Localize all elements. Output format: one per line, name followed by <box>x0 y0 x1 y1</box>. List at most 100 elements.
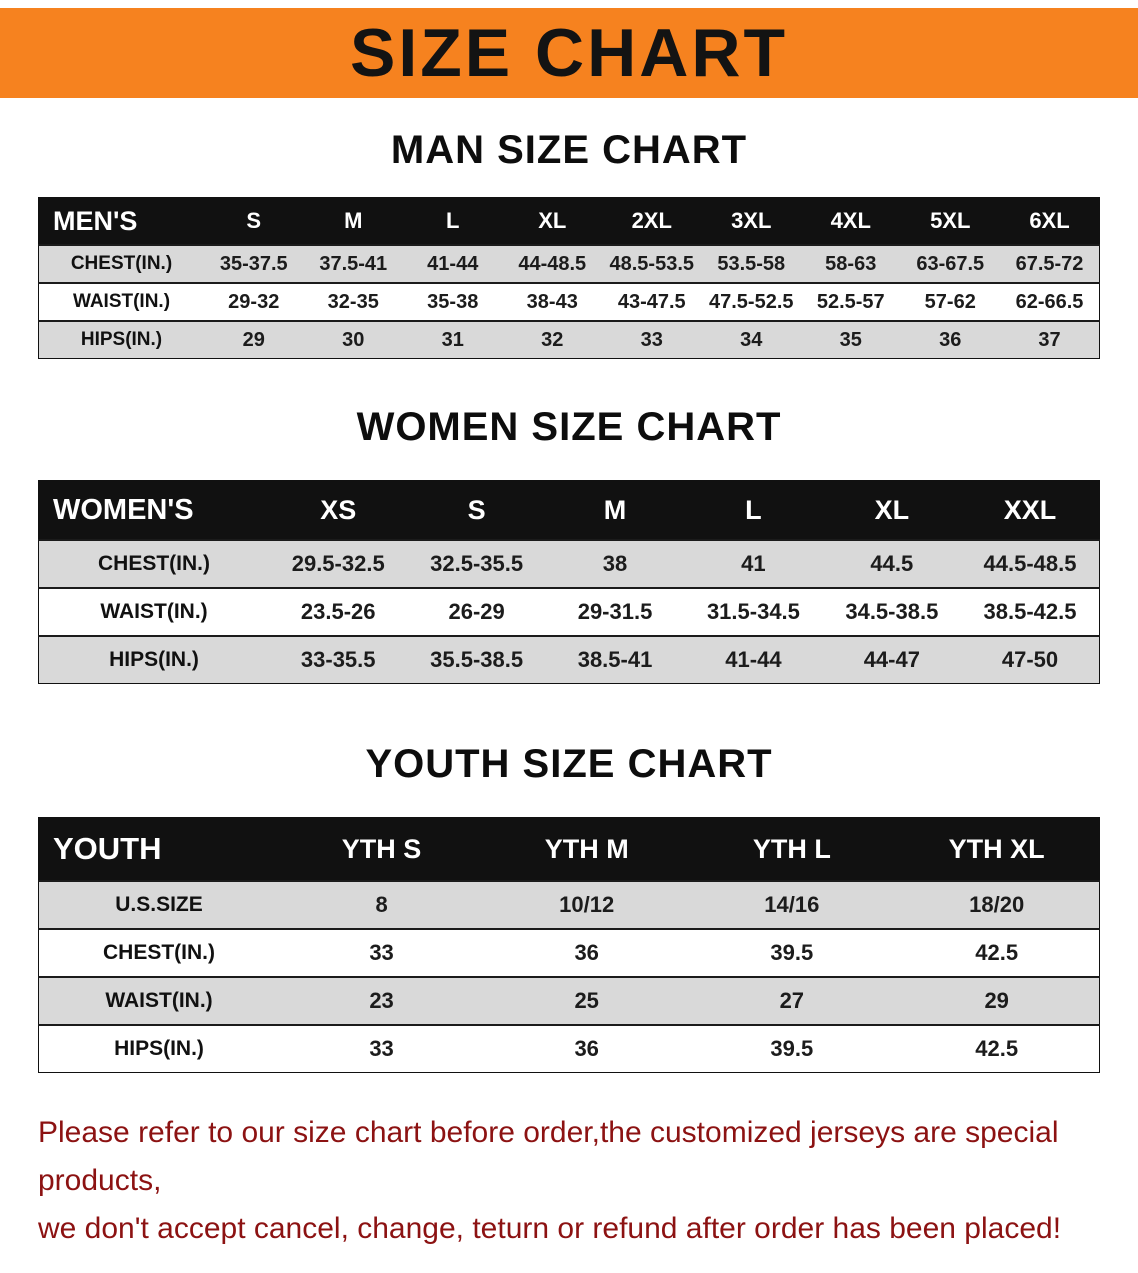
value-cell: 23 <box>279 976 485 1025</box>
man-size-chart-heading: MAN SIZE CHART <box>390 128 748 172</box>
value-cell: 35-37.5 <box>204 244 304 283</box>
table-row: CHEST(IN.) 33 36 39.5 42.5 <box>38 928 1100 977</box>
row-label-cell: HIPS(IN.) <box>38 320 204 359</box>
value-cell: 27 <box>689 976 895 1025</box>
value-cell: 39.5 <box>689 1024 895 1073</box>
value-cell: 38 <box>545 539 685 588</box>
value-cell: 67.5-72 <box>1000 244 1100 283</box>
table-title-cell: WOMEN'S <box>38 480 269 540</box>
youth-size-table-container: YOUTH YTH S YTH M YTH L YTH XL U.S.SIZE 8 10/12… <box>0 817 1138 1073</box>
value-cell: 37.5-41 <box>303 244 403 283</box>
table-row: WAIST(IN.) 23.5-26 26-29 29-31.5 31.5-34.5 34… <box>38 587 1100 636</box>
column-header-cell: L <box>684 480 823 540</box>
value-cell: 25 <box>484 976 690 1025</box>
man-size-table-container: MEN'S S M L XL 2XL 3XL 4XL 5XL 6XL CHEST(IN.) 35-37… <box>0 197 1138 359</box>
value-cell: 38-43 <box>502 282 602 321</box>
value-cell: 29 <box>204 320 304 359</box>
value-cell: 35-38 <box>403 282 503 321</box>
header-row: YOUTH YTH S YTH M YTH L YTH XL <box>38 817 1100 881</box>
value-cell: 32 <box>502 320 602 359</box>
value-cell: 29-32 <box>204 282 304 321</box>
row-label-cell: WAIST(IN.) <box>38 976 279 1025</box>
value-cell: 38.5-42.5 <box>961 587 1100 636</box>
row-label-cell: CHEST(IN.) <box>38 928 279 977</box>
table-row: CHEST(IN.) 35-37.5 37.5-41 41-44 44-48.5 48.5… <box>38 244 1100 283</box>
table-row: WAIST(IN.) 29-32 32-35 35-38 38-43 43-47.5 47.… <box>38 282 1100 321</box>
value-cell: 33-35.5 <box>269 635 408 684</box>
value-cell: 31.5-34.5 <box>684 587 823 636</box>
value-cell: 8 <box>279 880 485 929</box>
value-cell: 36 <box>484 928 690 977</box>
value-cell: 37 <box>1000 320 1100 359</box>
value-cell: 29.5-32.5 <box>269 539 408 588</box>
value-cell: 44-47 <box>822 635 962 684</box>
value-cell: 41-44 <box>403 244 503 283</box>
value-cell: 39.5 <box>689 928 895 977</box>
value-cell: 31 <box>403 320 503 359</box>
value-cell: 29-31.5 <box>545 587 685 636</box>
column-header-cell: S <box>407 480 546 540</box>
value-cell: 29 <box>894 976 1100 1025</box>
header-row: WOMEN'S XS S M L XL XXL <box>38 480 1100 540</box>
value-cell: 57-62 <box>900 282 1000 321</box>
value-cell: 35.5-38.5 <box>407 635 546 684</box>
women-size-table-container: WOMEN'S XS S M L XL XXL CHEST(IN.) 29.5-32.5 32.5… <box>0 480 1138 684</box>
column-header-cell: XS <box>269 480 408 540</box>
value-cell: 30 <box>303 320 403 359</box>
value-cell: 10/12 <box>484 880 690 929</box>
value-cell: 41-44 <box>684 635 823 684</box>
header-row: MEN'S S M L XL 2XL 3XL 4XL 5XL 6XL <box>38 197 1100 245</box>
row-label-cell: U.S.SIZE <box>38 880 279 929</box>
value-cell: 23.5-26 <box>269 587 408 636</box>
value-cell: 34.5-38.5 <box>822 587 962 636</box>
table-title-cell: MEN'S <box>38 197 204 245</box>
column-header-cell: XL <box>822 480 962 540</box>
women-size-chart-heading: WOMEN SIZE CHART <box>356 405 782 449</box>
column-header-cell: 5XL <box>900 197 1000 245</box>
table-title-cell: YOUTH <box>38 817 279 881</box>
column-header-cell: 4XL <box>801 197 901 245</box>
value-cell: 36 <box>900 320 1000 359</box>
value-cell: 47-50 <box>961 635 1100 684</box>
value-cell: 18/20 <box>894 880 1100 929</box>
size-chart-banner: SIZE CHART <box>0 8 1138 98</box>
size-table: MEN'S S M L XL 2XL 3XL 4XL 5XL 6XL CHEST(IN.) 35-37… <box>38 197 1100 359</box>
row-label-cell: WAIST(IN.) <box>38 587 269 636</box>
table-row: CHEST(IN.) 29.5-32.5 32.5-35.5 38 41 44.5 44.5… <box>38 539 1100 588</box>
value-cell: 14/16 <box>689 880 895 929</box>
column-header-cell: M <box>303 197 403 245</box>
youth-size-chart-heading: YOUTH SIZE CHART <box>365 742 773 786</box>
size-table: WOMEN'S XS S M L XL XXL CHEST(IN.) 29.5-32.5 32.5… <box>38 480 1100 684</box>
value-cell: 41 <box>684 539 823 588</box>
column-header-cell: L <box>403 197 503 245</box>
value-cell: 33 <box>602 320 702 359</box>
value-cell: 48.5-53.5 <box>602 244 702 283</box>
column-header-cell: M <box>545 480 685 540</box>
value-cell: 33 <box>279 1024 485 1073</box>
value-cell: 47.5-52.5 <box>701 282 801 321</box>
value-cell: 44.5-48.5 <box>961 539 1100 588</box>
column-header-cell: XL <box>502 197 602 245</box>
value-cell: 53.5-58 <box>701 244 801 283</box>
row-label-cell: WAIST(IN.) <box>38 282 204 321</box>
value-cell: 32-35 <box>303 282 403 321</box>
disclaimer-line-1: Please refer to our size chart before or… <box>38 1116 1059 1197</box>
size-table: YOUTH YTH S YTH M YTH L YTH XL U.S.SIZE 8 10/12… <box>38 817 1100 1073</box>
column-header-cell: XXL <box>961 480 1100 540</box>
value-cell: 42.5 <box>894 928 1100 977</box>
table-row: WAIST(IN.) 23 25 27 29 <box>38 976 1100 1025</box>
column-header-cell: 6XL <box>1000 197 1100 245</box>
row-label-cell: CHEST(IN.) <box>38 244 204 283</box>
value-cell: 34 <box>701 320 801 359</box>
column-header-cell: YTH M <box>484 817 690 881</box>
value-cell: 42.5 <box>894 1024 1100 1073</box>
row-label-cell: HIPS(IN.) <box>38 635 269 684</box>
disclaimer-line-2: we don't accept cancel, change, teturn o… <box>38 1212 1062 1245</box>
column-header-cell: YTH S <box>279 817 485 881</box>
column-header-cell: YTH XL <box>894 817 1100 881</box>
table-row: HIPS(IN.) 29 30 31 32 33 34 35 36 37 <box>38 320 1100 359</box>
table-row: HIPS(IN.) 33 36 39.5 42.5 <box>38 1024 1100 1073</box>
column-header-cell: 3XL <box>701 197 801 245</box>
value-cell: 44-48.5 <box>502 244 602 283</box>
column-header-cell: YTH L <box>689 817 895 881</box>
